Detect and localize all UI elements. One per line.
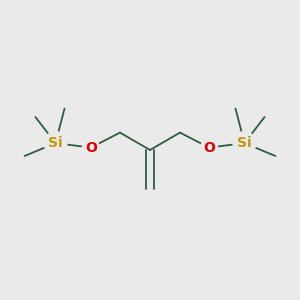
Text: Si: Si <box>237 136 252 150</box>
Circle shape <box>233 132 256 154</box>
Text: Si: Si <box>48 136 63 150</box>
Circle shape <box>82 139 99 156</box>
Text: O: O <box>85 141 97 154</box>
Circle shape <box>44 132 67 154</box>
Text: O: O <box>203 141 215 154</box>
Circle shape <box>201 139 218 156</box>
